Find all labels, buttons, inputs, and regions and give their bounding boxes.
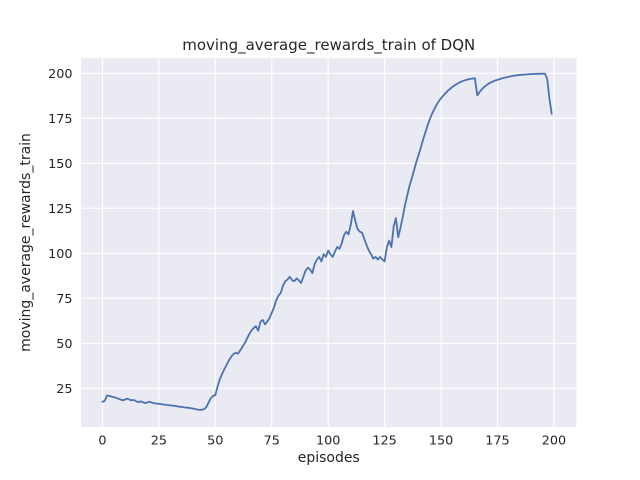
y-tick-label: 175 <box>48 112 72 127</box>
x-tick-label: 200 <box>542 434 566 449</box>
series-line <box>101 72 553 411</box>
y-tick-label: 125 <box>48 202 72 217</box>
x-tick-label: 0 <box>98 434 106 449</box>
x-tick-label: 25 <box>151 434 167 449</box>
y-tick-label: 25 <box>56 382 72 397</box>
y-tick-label: 50 <box>56 337 72 352</box>
y-tick-label: 100 <box>48 247 72 262</box>
y-tick-label: 200 <box>48 67 72 82</box>
chart-title: moving_average_rewards_train of DQN <box>182 36 475 55</box>
x-tick-labels: 0 25 50 75 100 125 150 175 200 <box>98 434 566 449</box>
x-tick-label: 50 <box>207 434 223 449</box>
gridlines <box>81 58 577 427</box>
y-tick-labels: 25 50 75 100 125 150 175 200 <box>48 67 72 397</box>
x-tick-label: 75 <box>264 434 280 449</box>
x-axis-label: episodes <box>298 450 360 466</box>
plot-area <box>81 58 577 427</box>
y-tick-label: 75 <box>56 292 72 307</box>
x-tick-label: 150 <box>429 434 453 449</box>
x-tick-label: 100 <box>316 434 340 449</box>
y-axis-label: moving_average_rewards_train <box>18 133 34 352</box>
x-tick-label: 175 <box>485 434 509 449</box>
x-tick-label: 125 <box>372 434 396 449</box>
y-tick-label: 150 <box>48 157 72 172</box>
